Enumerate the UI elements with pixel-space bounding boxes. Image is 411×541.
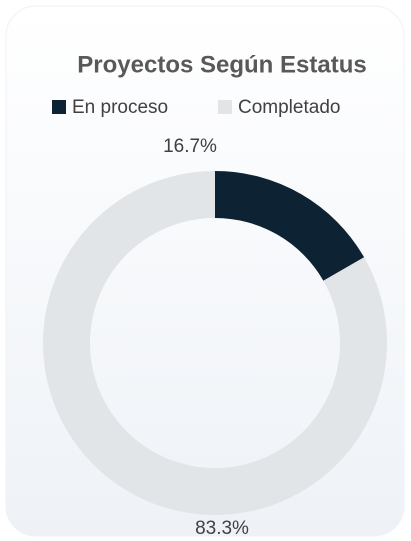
legend-label: En proceso	[72, 97, 168, 118]
data-label: 83.3%	[195, 518, 249, 539]
chart-title: Proyectos Según Estatus	[77, 51, 366, 78]
data-label: 16.7%	[163, 136, 217, 157]
legend-swatch	[218, 100, 232, 114]
legend-swatch	[52, 100, 66, 114]
legend-label: Completado	[238, 97, 340, 118]
donut-segment	[215, 171, 365, 281]
